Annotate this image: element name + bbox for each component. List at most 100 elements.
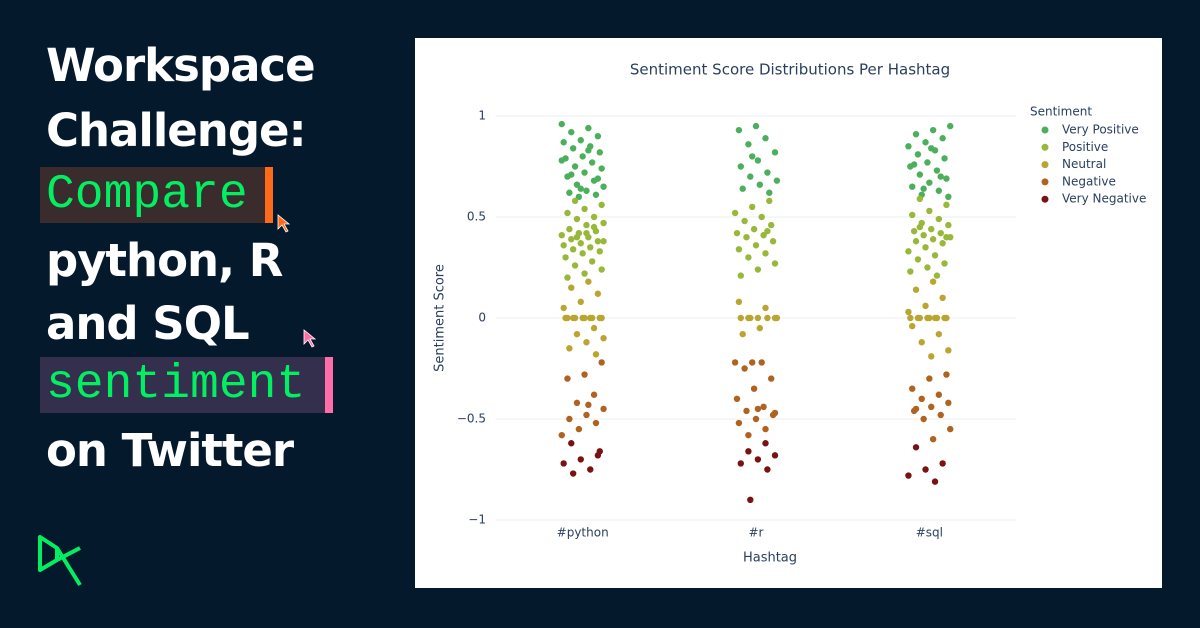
point — [756, 181, 763, 188]
point — [935, 215, 943, 223]
point — [743, 234, 750, 241]
point — [926, 314, 933, 322]
point — [750, 225, 758, 233]
point — [577, 240, 584, 247]
point — [943, 371, 950, 378]
point — [924, 264, 931, 271]
point — [749, 359, 756, 366]
point — [573, 215, 581, 223]
headline-line: Compare — [46, 168, 248, 222]
point — [928, 403, 935, 411]
point — [592, 351, 600, 358]
point — [560, 139, 567, 146]
point — [598, 165, 605, 172]
point — [907, 314, 914, 322]
legend-label: Very Positive — [1062, 123, 1139, 137]
y-tick-label: 0 — [478, 311, 486, 325]
point — [937, 173, 944, 180]
point — [598, 266, 605, 273]
point — [764, 314, 771, 322]
point — [912, 130, 920, 138]
point — [937, 411, 944, 419]
point — [928, 225, 935, 233]
point — [558, 157, 565, 164]
point — [769, 238, 777, 245]
point — [910, 161, 918, 168]
point — [735, 298, 743, 306]
point — [928, 353, 935, 360]
point — [745, 141, 752, 148]
point — [560, 304, 567, 312]
point — [731, 359, 739, 366]
point — [947, 425, 954, 433]
cursor-bar — [325, 357, 333, 413]
point — [564, 314, 571, 322]
legend-label: Negative — [1062, 174, 1116, 188]
point — [596, 448, 603, 455]
point — [577, 298, 584, 306]
x-axis-label: Hashtag — [743, 551, 797, 566]
point — [743, 407, 750, 415]
point — [764, 227, 771, 235]
point — [737, 272, 744, 279]
point — [583, 187, 590, 194]
point — [920, 231, 927, 239]
point — [575, 425, 583, 433]
point — [754, 456, 762, 463]
point — [560, 242, 567, 249]
headline-line: and SQL — [46, 297, 250, 350]
point — [569, 470, 577, 477]
point — [762, 304, 769, 312]
point — [747, 496, 754, 503]
y-tick-label: 1 — [478, 109, 486, 123]
point — [590, 213, 598, 221]
point — [596, 248, 603, 255]
point — [581, 314, 588, 322]
point — [929, 436, 937, 443]
point — [937, 229, 944, 237]
point — [571, 163, 579, 170]
point — [920, 185, 927, 192]
legend-marker — [1041, 178, 1049, 186]
point — [585, 278, 592, 285]
point — [935, 391, 943, 398]
point — [590, 223, 598, 231]
point — [926, 179, 933, 186]
point — [598, 201, 605, 209]
point — [762, 135, 769, 142]
highlight-box — [40, 357, 326, 413]
point — [587, 244, 594, 251]
point — [922, 139, 929, 146]
point — [943, 234, 950, 241]
point — [569, 145, 577, 152]
point — [945, 193, 952, 200]
point — [758, 359, 765, 366]
point — [760, 403, 767, 411]
point — [558, 231, 565, 239]
legend-marker — [1041, 195, 1049, 203]
point — [766, 189, 773, 196]
highlight-box — [40, 167, 266, 223]
pointer-icon — [277, 214, 291, 233]
point — [762, 425, 769, 433]
point — [941, 260, 948, 267]
point — [568, 284, 575, 291]
point — [573, 330, 581, 338]
point — [947, 122, 954, 130]
point — [594, 133, 602, 140]
point — [560, 460, 567, 467]
point — [941, 155, 948, 162]
point — [943, 175, 950, 182]
cursor-bar — [265, 167, 273, 223]
point — [598, 314, 605, 322]
point — [600, 335, 607, 342]
point — [571, 314, 579, 322]
headline-line: Workspace — [46, 39, 316, 92]
point — [581, 270, 588, 277]
point — [909, 183, 916, 190]
point — [920, 415, 927, 423]
y-tick-label: −0.5 — [457, 412, 486, 426]
point — [764, 466, 771, 473]
